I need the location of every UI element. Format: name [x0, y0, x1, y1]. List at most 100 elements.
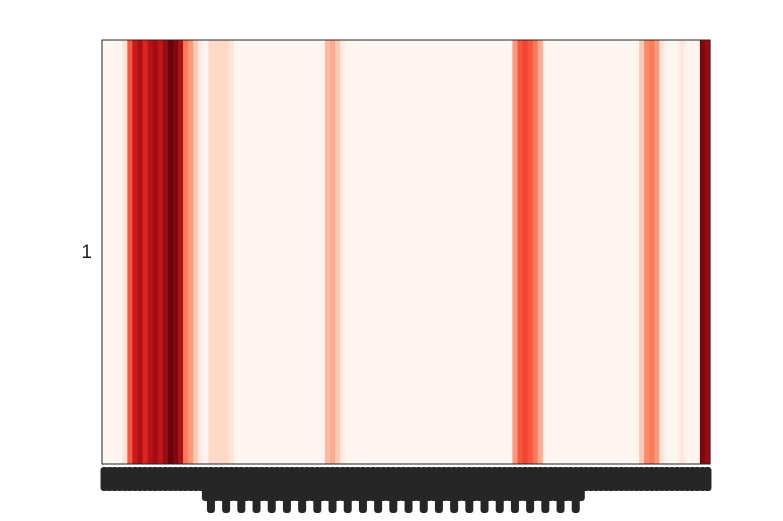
heatmap-cell	[213, 40, 220, 464]
heatmap-cell	[603, 40, 610, 464]
heatmap-cell	[269, 40, 275, 464]
heatmap-cell	[644, 40, 650, 464]
heatmap-cell	[259, 40, 265, 464]
heatmap-cell	[461, 40, 468, 464]
heatmap-cell	[639, 40, 645, 464]
heatmap-cell	[314, 40, 321, 464]
heatmap-cell	[112, 40, 118, 464]
heatmap-cells	[102, 40, 711, 464]
heatmap-cell	[446, 40, 453, 464]
heatmap-cell	[618, 40, 625, 464]
heatmap-cell	[183, 40, 189, 464]
y-tick-label: 1	[81, 242, 92, 263]
heatmap-cell	[370, 40, 377, 464]
heatmap-cell	[137, 40, 144, 464]
heatmap-cell	[563, 40, 569, 464]
heatmap-cell	[471, 40, 478, 464]
heatmap-cell	[684, 40, 691, 464]
heatmap-cell	[628, 40, 635, 464]
heatmap-cell	[573, 40, 579, 464]
heatmap-cell	[416, 40, 422, 464]
heatmap-cell	[162, 40, 169, 464]
heatmap-cell	[284, 40, 291, 464]
heatmap-cell	[669, 40, 676, 464]
heatmap-cell	[350, 40, 356, 464]
heatmap-cell	[335, 40, 341, 464]
heatmap-cell	[380, 40, 387, 464]
heatmap-cell	[375, 40, 382, 464]
heatmap-cell	[507, 40, 513, 464]
heatmap-cell	[568, 40, 574, 464]
heatmap-cell	[385, 40, 392, 464]
heatmap-cell	[704, 40, 711, 464]
heatmap-cell	[365, 40, 372, 464]
heatmap-cell	[132, 40, 139, 464]
heatmap-cell	[694, 40, 701, 464]
heatmap-cell	[107, 40, 113, 464]
heatmap-cell	[299, 40, 306, 464]
heatmap-cell	[172, 40, 179, 464]
heatmap-cell	[147, 40, 154, 464]
heatmap-cell	[254, 40, 260, 464]
heatmap-cell	[482, 40, 488, 464]
heatmap-cell	[167, 40, 174, 464]
heatmap-cell	[421, 40, 427, 464]
heatmap-cell	[395, 40, 402, 464]
heatmap-cell	[233, 40, 240, 464]
heatmap-cell	[699, 40, 706, 464]
heatmap-cell	[441, 40, 448, 464]
heatmap-cell	[127, 40, 133, 464]
heatmap-cell	[608, 40, 615, 464]
x-axis-tick-labels	[100, 467, 712, 513]
heatmap-cell	[654, 40, 660, 464]
heatmap-cell	[583, 40, 589, 464]
heatmap-cell	[248, 40, 255, 464]
heatmap-cell	[218, 40, 225, 464]
heatmap-cell	[289, 40, 296, 464]
heatmap-cell	[674, 40, 681, 464]
heatmap-cell	[517, 40, 524, 464]
heatmap-cell	[243, 40, 250, 464]
heatmap-cell	[659, 40, 665, 464]
heatmap-cell	[406, 40, 412, 464]
heatmap-cell	[274, 40, 280, 464]
heatmap-cell	[400, 40, 407, 464]
heatmap-cell	[157, 40, 164, 464]
heatmap-cell	[542, 40, 549, 464]
heatmap-cell	[487, 40, 493, 464]
heatmap-cell	[390, 40, 397, 464]
heatmap-cell	[451, 40, 458, 464]
heatmap-cell	[345, 40, 351, 464]
heatmap-cell	[208, 40, 215, 464]
heatmap-cell	[319, 40, 326, 464]
heatmap-cell	[679, 40, 686, 464]
heatmap-cell	[102, 40, 108, 464]
heatmap-cell	[142, 40, 149, 464]
heatmap-cell	[689, 40, 696, 464]
heatmap-cell	[527, 40, 534, 464]
heatmap-cell	[578, 40, 584, 464]
heatmap-cell	[223, 40, 230, 464]
heatmap-cell	[330, 40, 336, 464]
heatmap-cell	[411, 40, 417, 464]
heatmap-cell	[598, 40, 605, 464]
heatmap-cell	[178, 40, 184, 464]
heatmap-cell	[304, 40, 311, 464]
heatmap-cell	[558, 40, 564, 464]
heatmap-cell	[512, 40, 519, 464]
heatmap-cell	[476, 40, 483, 464]
heatmap-cell	[340, 40, 346, 464]
heatmap-cell	[294, 40, 301, 464]
heatmap-cell	[203, 40, 209, 464]
heatmap-cell	[228, 40, 235, 464]
heatmap-cell	[649, 40, 655, 464]
heatmap-cell	[547, 40, 554, 464]
heatmap-cell	[198, 40, 204, 464]
heatmap-cell	[497, 40, 503, 464]
heatmap-cell	[264, 40, 270, 464]
heatmap-cell	[532, 40, 539, 464]
heatmap-cell	[613, 40, 620, 464]
heatmap-cell	[238, 40, 245, 464]
heatmap-cell	[279, 40, 285, 464]
